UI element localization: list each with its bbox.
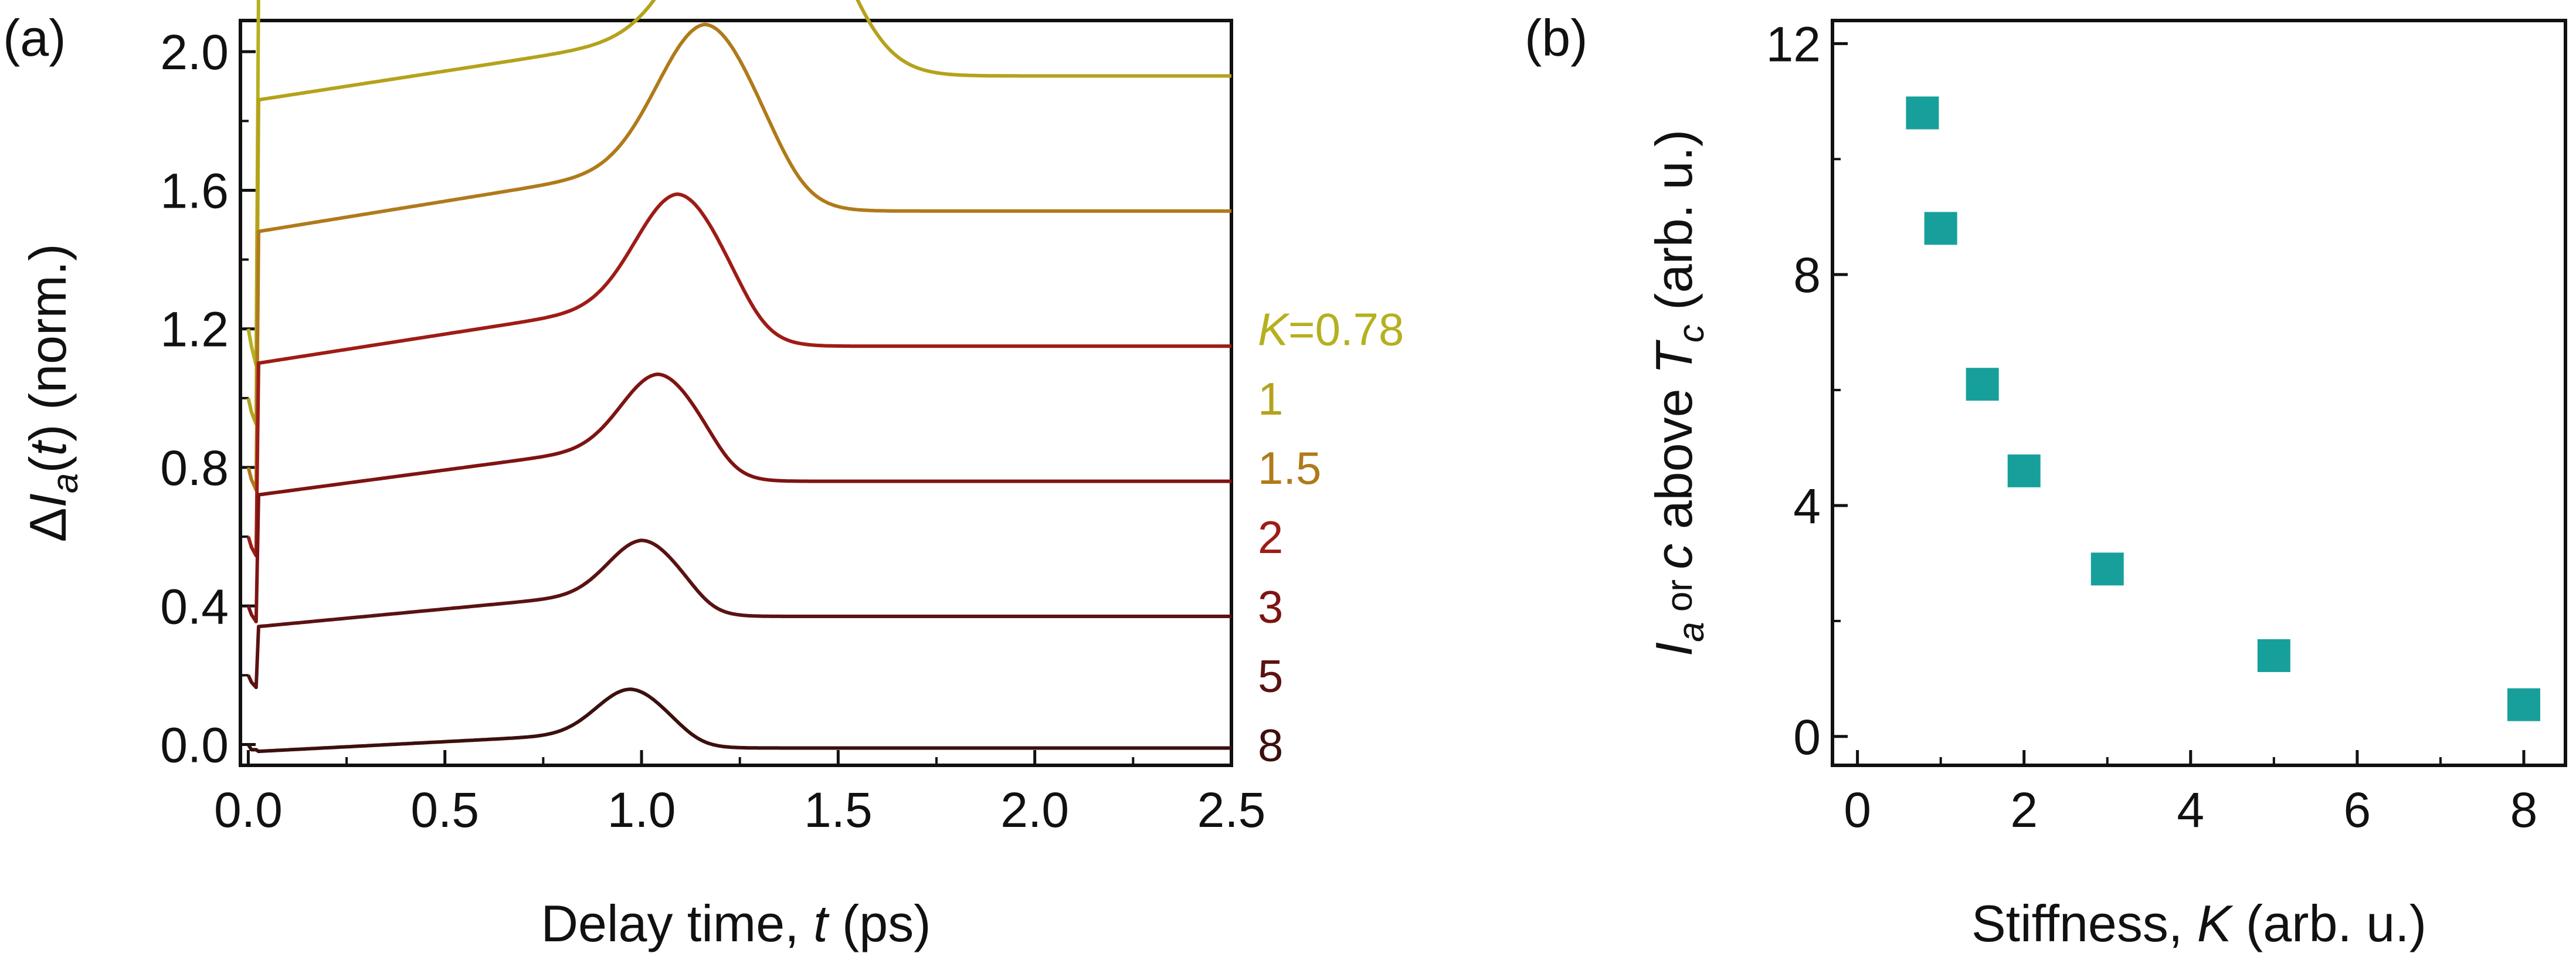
- panel-b: (b) 0 2 4 6 8 0 4 8 12 Stiffness, K (arb. u.) Ia…: [1525, 9, 2567, 952]
- b-data-point-3: [2007, 454, 2041, 487]
- panel-b-points: [1906, 96, 2540, 721]
- a-series-label-1: 1: [1258, 373, 1283, 425]
- b-x-tick-label: 6: [2344, 782, 2371, 837]
- a-series-label-4: 3: [1258, 581, 1283, 632]
- a-y-tick-label: 1.2: [160, 302, 229, 357]
- a-x-tick-label: 2.0: [1000, 782, 1069, 837]
- b-data-point-5: [2257, 639, 2290, 672]
- b-x-tick-label: 8: [2510, 782, 2538, 837]
- panel-a-x-axis-title: Delay time, t (ps): [541, 894, 931, 952]
- a-y-tick-label: 0.4: [160, 579, 229, 634]
- b-data-point-4: [2090, 552, 2124, 586]
- b-x-tick-label: 4: [2177, 782, 2204, 837]
- a-x-tick-label: 1.5: [804, 782, 873, 837]
- panel-a-series: [246, 0, 1231, 754]
- b-data-point-1: [1924, 212, 1957, 245]
- a-series-line-5: [246, 538, 1231, 690]
- panel-a-label: (a): [3, 9, 66, 67]
- a-y-tick-label: 0.0: [160, 718, 229, 773]
- panel-a-ticks: 0.0 0.5 1.0 1.5 2.0 2.5 0.0 0.4 0.8 1.2 1.6 2.0: [160, 25, 1265, 837]
- panel-b-x-axis-title: Stiffness, K (arb. u.): [1971, 894, 2426, 952]
- b-data-point-6: [2507, 688, 2540, 721]
- a-series-line-1: [246, 0, 1231, 426]
- a-series-line-2: [246, 22, 1231, 492]
- a-x-tick-label: 2.5: [1197, 782, 1266, 837]
- panel-a-frame: [239, 19, 1233, 767]
- a-x-tick-label: 1.0: [607, 782, 676, 837]
- a-x-tick-label: 0.5: [410, 782, 479, 837]
- b-y-tick-label: 0: [1793, 710, 1821, 765]
- a-series-line-4: [246, 372, 1231, 623]
- a-y-tick-label: 2.0: [160, 25, 229, 80]
- a-series-line-3: [246, 192, 1231, 558]
- b-x-tick-label: 0: [1844, 782, 1871, 837]
- panel-b-frame: [1831, 19, 2567, 767]
- b-x-tick-label: 2: [2010, 782, 2038, 837]
- a-series-label-2: 1.5: [1258, 442, 1321, 494]
- b-data-point-2: [1966, 368, 1999, 401]
- a-series-label-6: 8: [1258, 720, 1283, 771]
- panel-a-series-labels: K=0.78 1 1.5 2 3 5 8: [1258, 304, 1404, 771]
- a-y-tick-label: 0.8: [160, 440, 229, 496]
- a-series-label-5: 5: [1258, 650, 1283, 701]
- panel-a: (a) 0.0 0.5 1.0 1.5 2.0 2.5 0.0 0.4 0.8 1.2 1.6 2.0…: [3, 0, 1404, 952]
- panel-b-y-axis-title: Ia or c above Tc (arb. u.): [1645, 130, 1712, 657]
- panel-a-y-axis-title: ΔIa(t) (norm.): [19, 244, 86, 542]
- a-y-tick-label: 1.6: [160, 163, 229, 218]
- a-series-label-3: 2: [1258, 511, 1283, 563]
- a-x-tick-label: 0.0: [214, 782, 283, 837]
- b-y-tick-label: 8: [1793, 247, 1821, 303]
- a-series-label-0: K=0.78: [1258, 304, 1404, 355]
- panel-b-ticks: 0 2 4 6 8 0 4 8 12: [1766, 16, 2538, 837]
- b-y-tick-label: 4: [1793, 479, 1821, 534]
- b-data-point-0: [1906, 96, 1939, 130]
- panel-b-label: (b): [1525, 9, 1588, 67]
- b-y-tick-label: 12: [1766, 16, 1821, 72]
- a-series-line-6: [246, 687, 1231, 754]
- a-series-line-0: [246, 0, 260, 367]
